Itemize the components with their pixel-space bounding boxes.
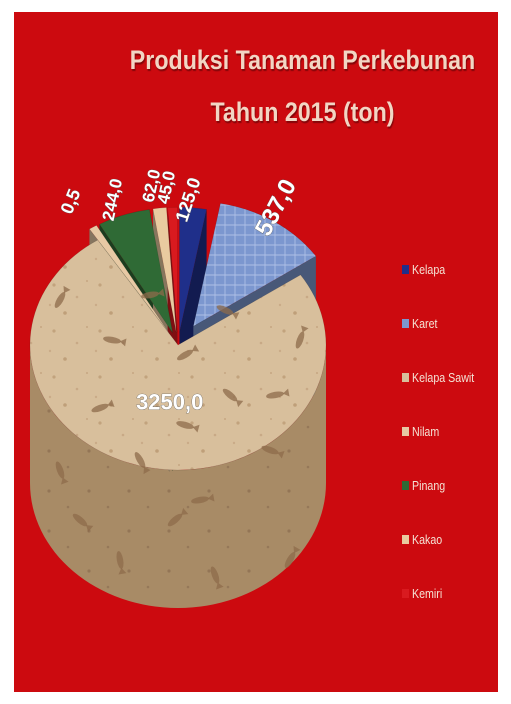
data-label-kelapa-sawit: 3250,0: [136, 389, 203, 414]
fish-icon: [54, 285, 71, 308]
legend-item-kelapa: Kelapa: [402, 260, 502, 278]
slice-kakao: [152, 207, 177, 333]
legend-item-pinang: Pinang: [402, 476, 502, 494]
data-label-nilam: 0,5: [57, 186, 85, 217]
data-label-karet: 537,0: [250, 175, 302, 241]
legend-item-nilam: Nilam: [402, 422, 502, 440]
fish-fossil-pattern: [54, 285, 309, 590]
fish-icon: [261, 445, 285, 459]
slice-kelapa-sawit: [29, 239, 327, 471]
legend-swatch: [402, 318, 409, 328]
legend: Kelapa Karet Kelapa Sawit Nilam Pinang Kakao K…: [402, 260, 502, 638]
legend-item-kelapa-sawit: Kelapa Sawit: [402, 368, 502, 386]
fish-icon: [177, 344, 200, 361]
slice-side-kelapa-sawit: [30, 345, 326, 608]
fish-icon: [210, 566, 224, 590]
legend-label: Kemiri: [412, 585, 443, 601]
slice-kemiri: [167, 206, 178, 333]
legend-label: Pinang: [412, 477, 446, 493]
legend-label: Kakao: [412, 531, 443, 547]
legend-swatch: [402, 588, 409, 598]
slice-kelapa: [179, 206, 207, 333]
chart-title: Produksi Tanaman Perkebunan Tahun 2015 (…: [129, 45, 476, 127]
fish-icon: [222, 388, 244, 408]
fish-icon: [116, 551, 127, 575]
fish-icon: [216, 305, 240, 320]
legend-swatch: [402, 426, 409, 436]
slice-pinang: [99, 209, 173, 334]
fish-icon: [134, 452, 151, 475]
legend-swatch: [402, 480, 409, 490]
legend-label: Nilam: [412, 423, 440, 439]
fish-icon: [284, 545, 301, 568]
fish-icon: [103, 336, 127, 347]
legend-label: Kelapa: [412, 261, 446, 277]
legend-swatch: [402, 264, 409, 274]
fish-icon: [141, 288, 165, 299]
legend-label: Kelapa Sawit: [412, 369, 475, 385]
legend-swatch: [402, 372, 409, 382]
fish-icon: [72, 513, 94, 533]
fish-icon: [191, 493, 215, 504]
fish-icon: [266, 388, 290, 399]
legend-label: Karet: [412, 315, 438, 331]
legend-item-karet: Karet: [402, 314, 502, 332]
fish-icon: [176, 421, 200, 433]
legend-item-kemiri: Kemiri: [402, 584, 502, 602]
slice-nilam: [88, 225, 170, 335]
fish-icon: [295, 325, 309, 349]
legend-item-kakao: Kakao: [402, 530, 502, 548]
legend-swatch: [402, 534, 409, 544]
slice-karet: [192, 203, 317, 327]
pie-slices: [29, 203, 327, 471]
fish-icon: [167, 507, 189, 527]
fish-icon: [55, 461, 69, 485]
fish-icon: [91, 399, 115, 413]
